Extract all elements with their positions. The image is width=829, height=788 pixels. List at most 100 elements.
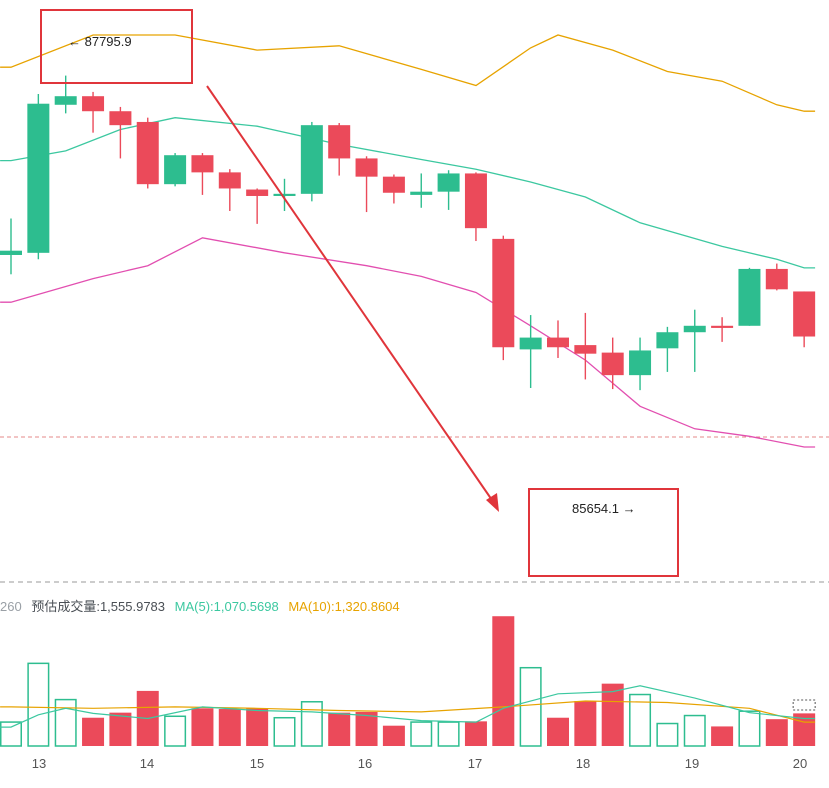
- candle-body: [191, 155, 214, 173]
- candle: [273, 178, 296, 211]
- volume-ma5-label: MA(5):1,070.5698: [174, 599, 279, 614]
- volume-bar: [738, 710, 761, 747]
- volume-bar: [246, 708, 269, 746]
- volume-legend: 260 预估成交量:1,555.9783 MA(5):1,070.5698 MA…: [0, 596, 406, 615]
- volume-bar: [0, 721, 22, 747]
- volume-bar: [82, 717, 105, 746]
- volume-bar: [519, 666, 542, 747]
- candle: [246, 188, 269, 224]
- candle-body: [300, 125, 323, 194]
- candle: [547, 320, 569, 358]
- candle: [492, 235, 515, 361]
- candle: [765, 263, 788, 291]
- candle-body: [464, 173, 487, 229]
- candle: [27, 94, 50, 260]
- candle-body: [109, 111, 132, 126]
- candle: [136, 117, 159, 189]
- low-price-label: 85654.1 →: [572, 501, 636, 516]
- volume-bar: [382, 725, 405, 746]
- x-tick-label: 19: [685, 756, 699, 771]
- volume-bar: [629, 693, 652, 747]
- low-highlight-box: [528, 488, 679, 577]
- volume-bar: [54, 698, 77, 747]
- candle-body: [629, 350, 652, 376]
- candle: [410, 173, 433, 208]
- candle: [355, 156, 378, 213]
- candle-body: [683, 325, 706, 333]
- volume-bar: [711, 726, 734, 746]
- candle-body: [328, 125, 351, 159]
- candle: [793, 291, 816, 348]
- candle: [574, 312, 597, 380]
- volume-bar: [218, 709, 241, 746]
- candle: [328, 123, 351, 176]
- candle: [109, 106, 132, 159]
- candle: [218, 169, 241, 211]
- candle-body: [519, 337, 542, 350]
- volume-bar: [656, 722, 679, 747]
- candle: [300, 121, 323, 202]
- candle-body: [355, 158, 378, 177]
- volume-bar: [164, 715, 187, 747]
- volume-ma10-label: MA(10):1,320.8604: [288, 599, 400, 614]
- x-tick-label: 15: [250, 756, 264, 771]
- candle-body: [410, 191, 433, 195]
- candle-body: [136, 121, 159, 185]
- volume-bar: [328, 712, 351, 746]
- x-tick-label: 16: [358, 756, 372, 771]
- x-tick-label: 14: [140, 756, 154, 771]
- volume-bar: [191, 708, 214, 746]
- candle-body: [738, 268, 761, 326]
- candle-body: [164, 155, 187, 185]
- volume-bar: [574, 701, 597, 746]
- volume-layer: [0, 616, 816, 747]
- candle-body: [793, 291, 816, 337]
- x-tick-label: 13: [32, 756, 46, 771]
- middle-band-line: [0, 117, 816, 269]
- candle: [82, 91, 105, 133]
- volume-bar: [547, 717, 569, 746]
- volume-ma-layer: [0, 685, 816, 728]
- volume-estimate-label: 预估成交量:1,555.9783: [31, 599, 166, 614]
- volume-bar: [355, 711, 378, 746]
- candle: [464, 172, 487, 242]
- volume-bar: [109, 712, 132, 746]
- candle-body: [492, 238, 515, 348]
- trend-arrow-line: [206, 85, 495, 504]
- candle: [519, 315, 542, 389]
- volume-bar: [464, 721, 487, 746]
- volume-bar: [683, 714, 706, 747]
- candle: [0, 218, 22, 275]
- candle-body: [711, 325, 734, 328]
- candle-body: [547, 337, 569, 348]
- candle: [711, 317, 734, 342]
- volume-bar: [410, 721, 433, 747]
- high-price-label: ← 87795.9: [68, 34, 132, 49]
- candle-body: [27, 103, 50, 253]
- annotations-layer: ← 87795.9 85654.1 →: [40, 9, 679, 577]
- trend-arrow-head: [486, 493, 499, 512]
- candle-body: [656, 332, 679, 349]
- candle: [683, 309, 706, 372]
- candle: [164, 153, 187, 187]
- candle: [437, 170, 460, 210]
- candle-body: [246, 189, 269, 196]
- volume-ma5-line: [0, 685, 816, 728]
- high-highlight-box: [40, 9, 193, 84]
- x-axis-layer: 13 14 15 16 17 18 19 20: [32, 756, 807, 771]
- bollinger-bands-layer: [0, 34, 816, 448]
- candle: [382, 174, 405, 204]
- candle-body: [601, 352, 624, 376]
- volume-bar: [27, 662, 50, 747]
- candle: [54, 75, 77, 114]
- x-tick-label: 20: [793, 756, 807, 771]
- candle-body: [82, 96, 105, 112]
- candles-layer: [0, 75, 816, 391]
- volume-bar: [765, 719, 788, 746]
- candle-body: [574, 345, 597, 354]
- candle: [656, 326, 679, 372]
- upper-band-line: [0, 34, 816, 112]
- candle: [601, 337, 624, 390]
